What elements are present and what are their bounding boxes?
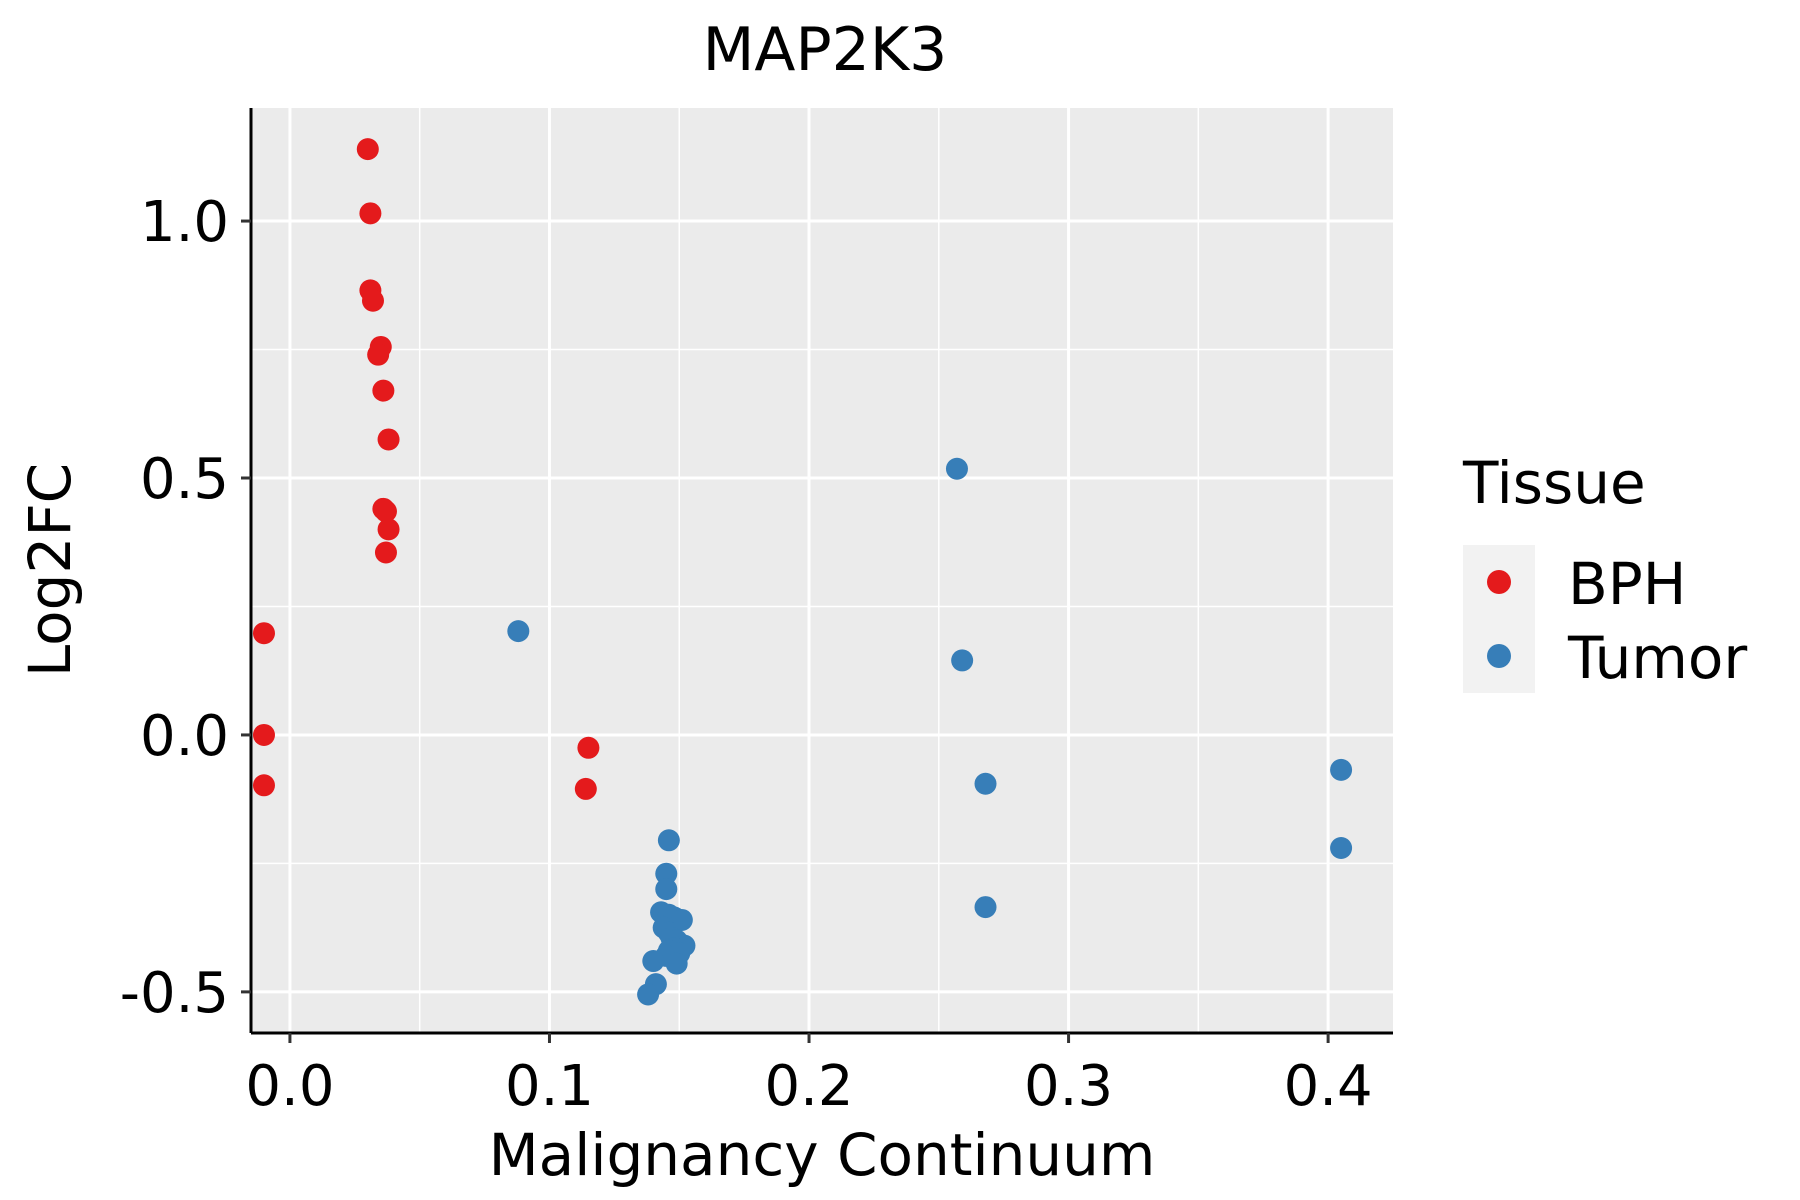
x-axis-ticks: 0.0 0.1 0.2 0.3 0.4	[245, 1033, 1373, 1119]
x-tick-label: 0.1	[505, 1054, 594, 1119]
legend-title: Tissue	[1462, 449, 1646, 517]
point-bph	[374, 541, 397, 564]
x-tick-label: 0.2	[764, 1054, 853, 1119]
y-axis-ticks: -0.5 0.0 0.5 1.0	[120, 190, 251, 1026]
legend-label-tumor: Tumor	[1567, 624, 1747, 692]
point-tumor	[1330, 758, 1353, 781]
point-bph	[577, 736, 600, 759]
point-bph	[372, 379, 395, 402]
chart-title: MAP2K3	[703, 15, 948, 85]
point-tumor	[945, 457, 968, 480]
point-tumor	[657, 829, 680, 852]
point-bph	[377, 518, 400, 541]
point-bph	[359, 202, 382, 225]
point-tumor	[665, 952, 688, 975]
y-tick-label: -0.5	[120, 961, 229, 1026]
point-tumor	[642, 950, 665, 973]
x-axis-title: Malignancy Continuum	[489, 1121, 1156, 1189]
point-bph	[574, 777, 597, 800]
y-tick-label: 0.0	[140, 704, 229, 769]
point-tumor	[507, 620, 530, 643]
point-bph	[252, 622, 275, 645]
point-bph	[356, 138, 379, 161]
point-bph	[252, 774, 275, 797]
data-points	[252, 138, 1353, 1006]
point-tumor	[951, 649, 974, 672]
y-tick-label: 0.5	[140, 447, 229, 512]
legend-key-background	[1463, 545, 1535, 693]
x-tick-label: 0.4	[1284, 1054, 1373, 1119]
point-bph	[367, 343, 390, 366]
y-tick-label: 1.0	[140, 190, 229, 255]
point-tumor	[637, 983, 660, 1006]
y-axis-title: Log2FC	[16, 463, 84, 677]
x-tick-label: 0.0	[245, 1054, 334, 1119]
point-bph	[377, 428, 400, 451]
grid-lines	[251, 108, 1393, 1033]
point-bph	[252, 723, 275, 746]
point-tumor	[974, 772, 997, 795]
point-tumor	[655, 878, 678, 901]
point-tumor	[1330, 837, 1353, 859]
legend-label-bph: BPH	[1568, 550, 1686, 618]
plot-panel	[251, 108, 1393, 1033]
legend-marker-tumor	[1487, 644, 1511, 668]
point-tumor	[655, 862, 678, 885]
point-bph	[361, 289, 384, 312]
point-bph	[374, 500, 397, 523]
legend: Tissue BPH Tumor	[1462, 449, 1747, 693]
legend-marker-bph	[1487, 570, 1511, 594]
point-tumor	[974, 896, 997, 919]
x-tick-label: 0.3	[1024, 1054, 1113, 1119]
